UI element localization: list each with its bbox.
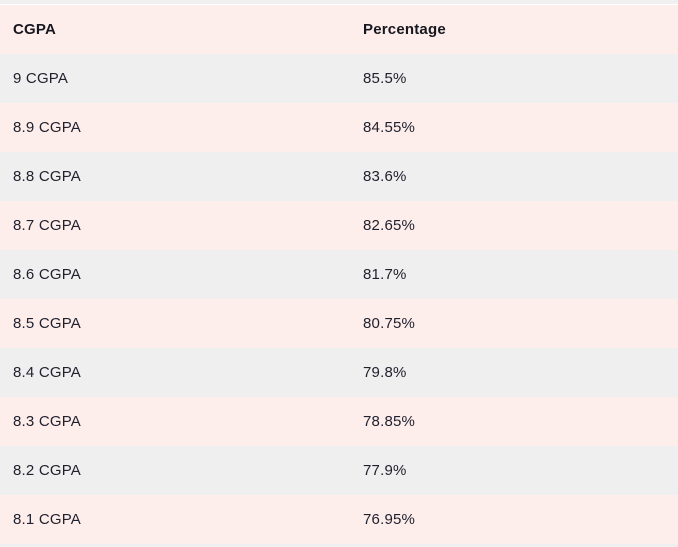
percentage-cell: 84.55% — [363, 119, 416, 136]
column-header-percentage: Percentage — [363, 21, 446, 38]
cgpa-cell: 8.6 CGPA — [13, 266, 82, 283]
percentage-cell: 76.95% — [363, 511, 416, 528]
table-row: 8.1 CGPA 76.95% — [0, 495, 678, 544]
table-row: 8.8 CGPA 83.6% — [0, 152, 678, 201]
percentage-cell: 85.5% — [363, 70, 407, 87]
next-row-partial — [0, 544, 678, 547]
page-top-strip — [0, 0, 678, 5]
cgpa-cell: 8.2 CGPA — [13, 462, 82, 479]
cgpa-cell: 8.8 CGPA — [13, 168, 82, 185]
table-row: 8.3 CGPA 78.85% — [0, 397, 678, 446]
cgpa-cell: 9 CGPA — [13, 70, 69, 87]
cgpa-percentage-table: CGPA Percentage 9 CGPA 85.5% 8.9 CGPA 84… — [0, 5, 678, 544]
table-row: 8.9 CGPA 84.55% — [0, 103, 678, 152]
table-row: 8.7 CGPA 82.65% — [0, 201, 678, 250]
cgpa-cell: 8.5 CGPA — [13, 315, 82, 332]
percentage-cell: 82.65% — [363, 217, 416, 234]
column-header-cgpa: CGPA — [13, 21, 57, 38]
table-body: 9 CGPA 85.5% 8.9 CGPA 84.55% 8.8 CGPA 83… — [0, 54, 678, 544]
percentage-cell: 77.9% — [363, 462, 407, 479]
cgpa-cell: 8.7 CGPA — [13, 217, 82, 234]
percentage-cell: 79.8% — [363, 364, 407, 381]
cgpa-cell: 8.9 CGPA — [13, 119, 82, 136]
table-row: 9 CGPA 85.5% — [0, 54, 678, 103]
cgpa-cell: 8.4 CGPA — [13, 364, 82, 381]
table-row: 8.4 CGPA 79.8% — [0, 348, 678, 397]
table-row: 8.2 CGPA 77.9% — [0, 446, 678, 495]
percentage-cell: 78.85% — [363, 413, 416, 430]
cgpa-cell: 8.1 CGPA — [13, 511, 82, 528]
table-header-row: CGPA Percentage — [0, 5, 678, 54]
percentage-cell: 83.6% — [363, 168, 407, 185]
percentage-cell: 80.75% — [363, 315, 416, 332]
table-row: 8.5 CGPA 80.75% — [0, 299, 678, 348]
cgpa-cell: 8.3 CGPA — [13, 413, 82, 430]
percentage-cell: 81.7% — [363, 266, 407, 283]
table-row: 8.6 CGPA 81.7% — [0, 250, 678, 299]
